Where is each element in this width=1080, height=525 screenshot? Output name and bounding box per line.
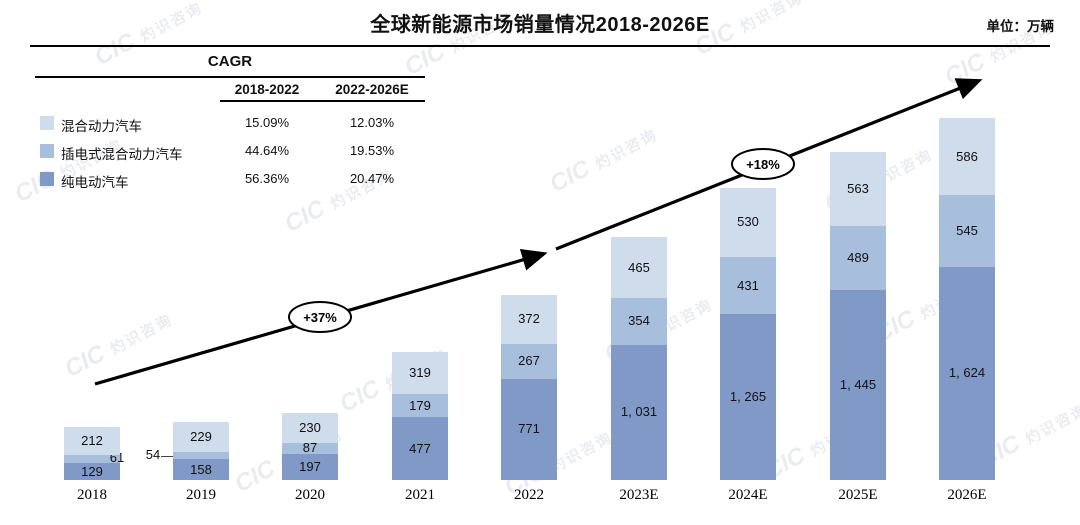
legend-swatch: [40, 172, 54, 186]
bar-value-label: 212: [81, 433, 103, 449]
bar-value-label: 267: [518, 353, 540, 369]
bar-value-label: 771: [518, 421, 540, 437]
bar-segment-2018-2: [64, 427, 120, 456]
bar-value-label: 354: [628, 313, 650, 329]
legend-cagr-row: 插电式混合动力汽车 44.64% 19.53%: [0, 142, 430, 162]
bar-segment-2025E-0: [830, 290, 886, 480]
legend-label: 插电式混合动力汽车: [61, 147, 183, 162]
bar-segment-2020-0: [282, 454, 338, 480]
chart-title: 全球新能源市场销量情况2018-2026E: [370, 14, 710, 36]
bar-value-label: 586: [956, 148, 978, 164]
legend-cagr-row: 纯电动汽车 56.36% 20.47%: [0, 170, 430, 190]
bar-value-label: 319: [409, 364, 431, 380]
bar-value-label: 54: [145, 446, 161, 462]
bar-segment-2026E-0: [939, 266, 995, 480]
bar-segment-2021-1: [392, 393, 448, 418]
bar-value-label: 1, 445: [839, 377, 877, 393]
bar-value-label: 563: [847, 180, 869, 196]
legend-swatch: [40, 116, 54, 130]
bar-segment-2019-2: [173, 422, 229, 453]
cagr-value-2022-2026E: 19.53%: [349, 143, 395, 158]
legend-label: 纯电动汽车: [61, 175, 129, 190]
bar-value-label: 372: [518, 311, 540, 327]
bar-segment-2022-0: [501, 378, 557, 480]
title-divider: [30, 45, 1050, 47]
cagr-value-2018-2022: 44.64%: [244, 143, 290, 158]
bar-segment-2024E-1: [720, 257, 776, 314]
cagr-value-2018-2022: 15.09%: [244, 115, 290, 130]
cagr-header-underline: [220, 100, 425, 102]
cagr-column-header: 2018-2022: [234, 82, 300, 97]
cagr-divider: [35, 76, 425, 78]
bar-segment-2018-0: [64, 463, 120, 480]
bar-value-label: 477: [409, 440, 431, 456]
x-axis-label: 2021: [405, 487, 435, 503]
bar-value-label: 197: [299, 459, 321, 475]
x-axis-label: 2019: [186, 487, 216, 503]
bar-segment-2021-0: [392, 417, 448, 480]
label-leader-line: [161, 455, 173, 458]
cagr-table-title: CAGR: [207, 53, 253, 70]
bar-value-label: 158: [190, 461, 212, 477]
legend-swatch: [40, 144, 54, 158]
bar-value-label: 465: [628, 259, 650, 275]
bar-value-label: 87: [302, 440, 318, 456]
cagr-value-2018-2022: 56.36%: [244, 171, 290, 186]
bar-value-label: 489: [847, 250, 869, 265]
x-axis-label: 2020: [295, 487, 325, 503]
bar-value-label: 530: [737, 214, 759, 230]
bar-value-label: 431: [737, 277, 759, 293]
unit-label: 单位：万辆: [986, 19, 1055, 34]
cagr-value-2022-2026E: 12.03%: [349, 115, 395, 130]
bar-value-label: 179: [409, 397, 431, 413]
legend-cagr-row: 混合动力汽车 15.09% 12.03%: [0, 114, 430, 134]
bar-segment-2024E-0: [720, 313, 776, 480]
x-axis-label: 2023E: [619, 487, 659, 503]
bar-segment-2018-1: [64, 455, 120, 463]
bar-value-label: 1, 624: [948, 365, 986, 381]
legend-label: 混合动力汽车: [61, 119, 142, 134]
bar-segment-2020-1: [282, 442, 338, 455]
cagr-column-header: 2022-2026E: [335, 82, 409, 97]
x-axis-label: 2026E: [947, 487, 987, 503]
x-axis-label: 2022: [514, 487, 544, 503]
bar-value-label: 230: [299, 419, 321, 435]
bar-value-label: 1, 265: [729, 388, 767, 404]
bar-segment-2023E-1: [611, 298, 667, 345]
bar-value-label: 229: [190, 429, 212, 445]
cagr-value-2022-2026E: 20.47%: [349, 171, 395, 186]
bar-segment-2019-1: [173, 452, 229, 460]
x-axis-label: 2018: [77, 487, 107, 503]
bar-value-label: 129: [81, 463, 103, 479]
bar-segment-2020-2: [282, 412, 338, 443]
bar-segment-2023E-0: [611, 344, 667, 480]
x-axis-label: 2024E: [728, 487, 768, 503]
x-axis-label: 2025E: [838, 487, 878, 503]
bar-value-label: 545: [956, 222, 978, 238]
bar-value-label: 1, 031: [620, 404, 658, 420]
bar-segment-2019-0: [173, 459, 229, 480]
